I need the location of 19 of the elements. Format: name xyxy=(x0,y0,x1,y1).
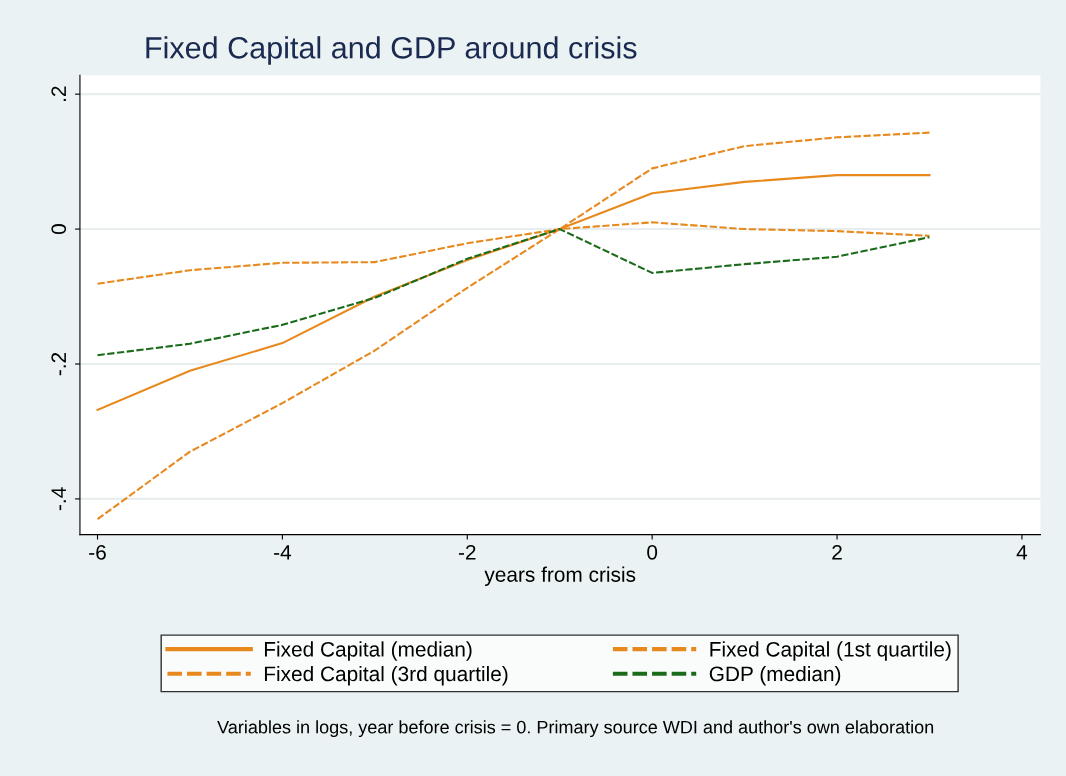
x-axis-title: years from crisis xyxy=(484,566,636,587)
y-tick-label: 0 xyxy=(51,224,67,235)
y-tick-label: -.2 xyxy=(51,352,66,376)
legend-label: Fixed Capital (1st quartile) xyxy=(710,641,951,661)
line-series xyxy=(96,228,931,357)
legend-label: GDP (median) xyxy=(709,665,841,686)
x-tick-label: -6 xyxy=(89,544,106,560)
legend-label: Fixed Capital (3rd quartile) xyxy=(264,665,508,686)
x-tick-label: 4 xyxy=(1016,545,1028,560)
y-tick-label: -.4 xyxy=(51,487,66,511)
y-tick-label: .2 xyxy=(51,86,66,101)
chart-title: Fixed Capital and GDP around crisis xyxy=(146,36,637,65)
x-tick-label: -4 xyxy=(274,545,292,560)
x-tick-label: -2 xyxy=(458,544,476,560)
x-tick-label: 0 xyxy=(647,544,658,560)
legend-label: Fixed Capital (median) xyxy=(264,641,472,661)
text: Variables in logs, year before crisis = 0. Primary source WDI and author's own elaboration xyxy=(217,720,934,738)
line-series xyxy=(96,131,931,521)
x-tick-label: 2 xyxy=(832,544,842,560)
